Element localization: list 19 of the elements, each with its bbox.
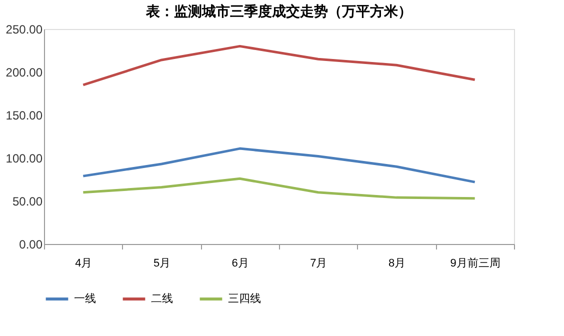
- y-tick-label: 200.00: [6, 66, 43, 80]
- y-tick-label: 100.00: [6, 152, 43, 166]
- x-tick-label: 7月: [310, 258, 328, 270]
- y-tick-label: 150.00: [6, 108, 43, 122]
- legend-label: 一线: [74, 292, 96, 305]
- x-tick-label: 6月: [232, 258, 249, 270]
- y-tick-label: 0.00: [19, 238, 43, 252]
- y-tick-label: 50.00: [12, 194, 43, 208]
- x-tick-label: 9月前三周: [450, 258, 500, 270]
- legend-label: 二线: [151, 292, 173, 305]
- chart-title: 表：监测城市三季度成交走势（万平方米）: [145, 3, 412, 19]
- line-series: [82, 44, 476, 86]
- y-tick-label: 250.00: [6, 22, 43, 36]
- x-tick-label: 5月: [153, 258, 171, 270]
- x-tick-label: 8月: [388, 258, 406, 270]
- legend-label: 三四线: [228, 292, 261, 305]
- line-series: [82, 147, 476, 184]
- x-tick-label: 4月: [75, 258, 92, 270]
- line-series: [82, 177, 476, 200]
